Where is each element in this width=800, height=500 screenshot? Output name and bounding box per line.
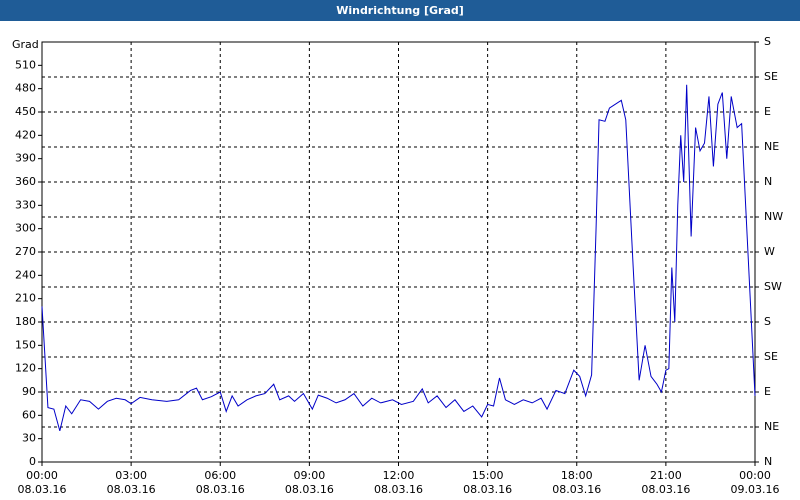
y-tick-label: 240 (15, 268, 36, 281)
x-tick-date: 08.03.16 (107, 483, 156, 496)
y-tick-label: 60 (22, 408, 36, 421)
y2-tick-label: S (764, 35, 771, 48)
x-tick-date: 08.03.16 (196, 483, 245, 496)
y2-tick-label: NE (764, 420, 779, 433)
x-tick-date: 09.03.16 (731, 483, 780, 496)
x-tick-label: 00:00 (739, 469, 771, 482)
x-tick-label: 15:00 (472, 469, 504, 482)
x-tick-label: 21:00 (650, 469, 682, 482)
plot-frame (41, 41, 756, 463)
y-tick-label: 360 (15, 175, 36, 188)
x-tick-date: 08.03.16 (18, 483, 67, 496)
y2-tick-label: NE (764, 140, 779, 153)
y2-tick-label: SE (764, 70, 778, 83)
y-tick-label: 0 (29, 455, 36, 468)
y-tick-label: 480 (15, 82, 36, 95)
x-tick-date: 08.03.16 (641, 483, 690, 496)
y-tick-label: 210 (15, 292, 36, 305)
y-tick-label: 390 (15, 152, 36, 165)
y-tick-label: 510 (15, 58, 36, 71)
chart-title: Windrichtung [Grad] (336, 4, 464, 17)
x-tick-label: 03:00 (115, 469, 147, 482)
y2-tick-label: E (764, 105, 771, 118)
data-line (41, 84, 756, 432)
x-tick-label: 18:00 (561, 469, 593, 482)
y2-tick-label: N (764, 455, 772, 468)
y-tick-label: 450 (15, 105, 36, 118)
y2-tick-label: NW (764, 210, 783, 223)
y-tick-label: 120 (15, 362, 36, 375)
title-bar (0, 0, 800, 21)
y-tick-label: 30 (22, 432, 36, 445)
y-tick-label: 270 (15, 245, 36, 258)
x-tick-label: 09:00 (294, 469, 326, 482)
y-tick-label: 90 (22, 385, 36, 398)
y-tick-label: 150 (15, 338, 36, 351)
y2-tick-label: S (764, 315, 771, 328)
y-tick-label: 300 (15, 222, 36, 235)
y-tick-label: 330 (15, 198, 36, 211)
y-tick-label: 420 (15, 128, 36, 141)
x-tick-date: 08.03.16 (374, 483, 423, 496)
y-tick-label: 180 (15, 315, 36, 328)
x-tick-date: 08.03.16 (552, 483, 601, 496)
y2-tick-label: SW (764, 280, 782, 293)
y2-tick-label: E (764, 385, 771, 398)
x-tick-label: 00:00 (26, 469, 58, 482)
y2-tick-label: N (764, 175, 772, 188)
x-tick-date: 08.03.16 (463, 483, 512, 496)
y2-tick-label: SE (764, 350, 778, 363)
y-axis-label: Grad (12, 38, 39, 51)
y2-tick-label: W (764, 245, 775, 258)
x-tick-date: 08.03.16 (285, 483, 334, 496)
x-tick-label: 12:00 (383, 469, 415, 482)
x-tick-label: 06:00 (204, 469, 236, 482)
